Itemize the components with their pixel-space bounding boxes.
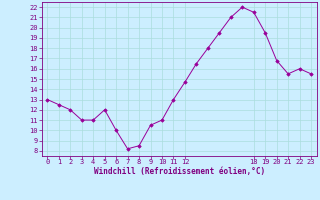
- X-axis label: Windchill (Refroidissement éolien,°C): Windchill (Refroidissement éolien,°C): [94, 167, 265, 176]
